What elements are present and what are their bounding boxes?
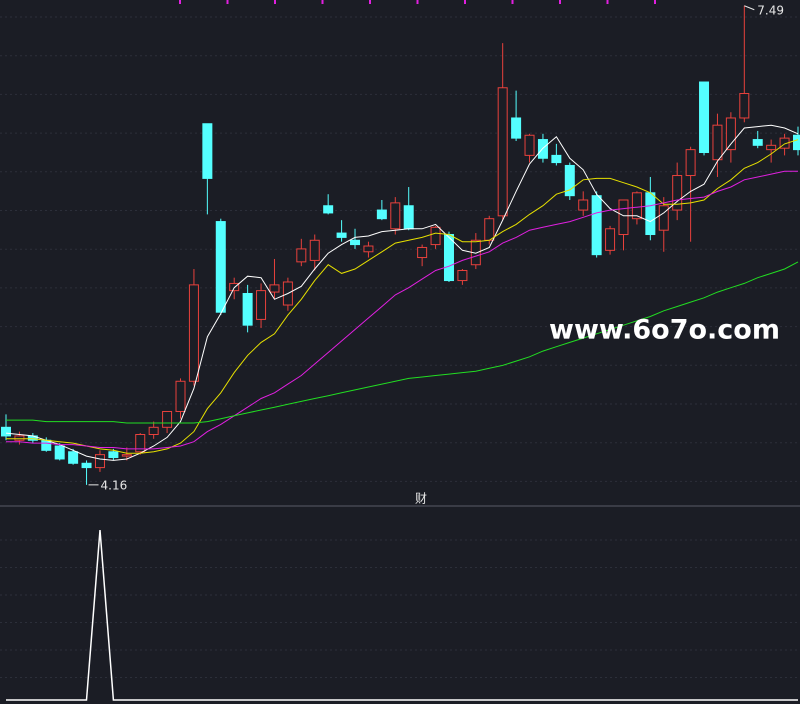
candle-body xyxy=(256,290,267,320)
moving-average-line xyxy=(6,170,798,450)
candle-body xyxy=(135,434,146,453)
candle-body xyxy=(672,175,683,211)
candle-body xyxy=(443,234,454,282)
candle-body xyxy=(430,226,441,246)
candle-body xyxy=(631,192,642,220)
candle-body xyxy=(699,81,710,154)
max-price-label: 7.49 xyxy=(757,3,784,17)
moving-average-line xyxy=(6,139,799,454)
candle-body xyxy=(793,134,800,151)
candle-body xyxy=(578,199,589,211)
candle-body xyxy=(484,218,495,241)
candle-body xyxy=(417,246,428,259)
candle-body xyxy=(242,293,253,326)
candle-body xyxy=(215,221,226,313)
candle-body xyxy=(336,232,347,238)
candle-body xyxy=(752,139,763,146)
candle-body xyxy=(188,284,199,382)
moving-average-line xyxy=(5,124,799,461)
candle-body xyxy=(403,205,414,230)
candle-body xyxy=(269,284,280,293)
candle-body xyxy=(1,426,11,437)
candle-body xyxy=(202,123,213,179)
candle-body xyxy=(108,451,119,459)
candle-body xyxy=(766,144,777,151)
candle-body xyxy=(497,87,508,217)
candle-body xyxy=(323,205,334,214)
candle-body xyxy=(162,410,173,428)
candle-body xyxy=(376,209,387,220)
candle-body xyxy=(685,149,696,177)
candle-body xyxy=(94,454,105,469)
candle-body xyxy=(564,164,575,197)
candle-body xyxy=(175,380,186,412)
candle-body xyxy=(121,454,132,457)
min-price-label: 4.16 xyxy=(101,478,128,492)
candle-body xyxy=(658,205,669,231)
candle-body xyxy=(14,435,25,441)
candle-body xyxy=(712,124,723,161)
panel-label: 财 xyxy=(415,492,427,506)
candle-body xyxy=(511,117,522,139)
candle-body xyxy=(618,199,629,236)
candle-body xyxy=(725,117,736,151)
candle-body xyxy=(68,451,79,464)
candle-body xyxy=(81,462,92,469)
candle-body xyxy=(390,202,401,230)
candle-body xyxy=(363,245,374,253)
candle-body xyxy=(551,154,562,164)
candle-body xyxy=(54,445,65,460)
candle-body xyxy=(524,134,535,156)
candle-body xyxy=(457,269,468,282)
indicator-line xyxy=(6,530,798,701)
candle-body xyxy=(309,239,320,261)
candle-body xyxy=(350,239,361,246)
candle-body xyxy=(779,137,790,149)
candle-body xyxy=(296,248,307,263)
annotation-arrow xyxy=(744,5,755,11)
moving-average-line xyxy=(6,261,799,424)
watermark: www.6o7o.com xyxy=(549,315,780,346)
candle-body xyxy=(148,426,159,436)
candle-body xyxy=(591,195,602,256)
candle-body xyxy=(605,228,616,251)
decoration xyxy=(0,0,800,678)
candle-body xyxy=(229,282,240,292)
candle-body xyxy=(739,93,750,119)
candle-body xyxy=(645,192,656,236)
